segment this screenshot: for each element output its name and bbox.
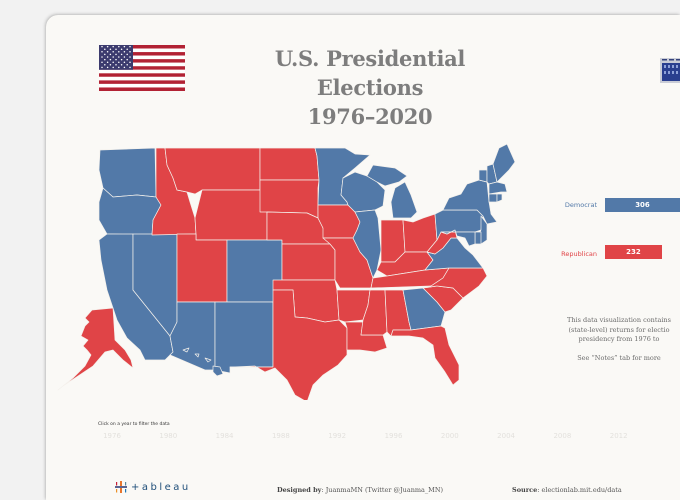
year-2004[interactable]: 2004 <box>497 432 515 440</box>
title-line-2: 1976–2020 <box>307 104 433 129</box>
republican-label: Republican <box>561 250 597 258</box>
year-2008[interactable]: 2008 <box>553 432 572 440</box>
notes-line-1: This data visualization contains <box>567 316 671 324</box>
page-title: U.S. Presidential Elections 1976–2020 <box>220 44 520 131</box>
designed-by-label: Designed by <box>277 486 322 494</box>
year-1988[interactable]: 1988 <box>271 432 290 440</box>
state-wy[interactable] <box>194 189 268 241</box>
year-2012[interactable]: 2012 <box>609 432 628 440</box>
republican-bar[interactable]: 232 <box>605 245 662 259</box>
source-value: : electionlab.mit.edu/data <box>537 486 622 494</box>
state-ak[interactable] <box>57 307 134 391</box>
notes-line-2: (state-level) returns for electio <box>568 325 670 334</box>
state-ri[interactable] <box>496 193 503 203</box>
year-1980[interactable]: 1980 <box>159 432 178 440</box>
state-mi[interactable] <box>366 164 418 219</box>
year-1976[interactable]: 1976 <box>103 432 121 440</box>
tableau-logo[interactable]: +ableau <box>114 480 191 494</box>
democrat-bar[interactable]: 306 <box>605 198 680 212</box>
state-de[interactable] <box>474 231 482 245</box>
state-il[interactable] <box>352 209 382 279</box>
republican-votes: 232 <box>626 248 641 256</box>
state-me[interactable] <box>492 143 515 183</box>
us-flag-icon <box>99 45 185 91</box>
democrat-label: Democrat <box>564 201 597 209</box>
state-vt[interactable] <box>478 169 488 183</box>
state-fl[interactable] <box>390 325 460 386</box>
notes-line-4: See “Notes” tab for more <box>577 353 661 362</box>
state-tx[interactable] <box>229 289 348 400</box>
state-nd[interactable] <box>259 147 320 181</box>
us-election-map[interactable] <box>55 140 515 400</box>
year-1996[interactable]: 1996 <box>384 432 403 440</box>
year-1992[interactable]: 1992 <box>328 432 347 440</box>
notes-text: This data visualization contains (state-… <box>558 316 680 372</box>
state-nm[interactable] <box>214 301 274 374</box>
state-nc[interactable] <box>422 267 488 299</box>
state-wi[interactable] <box>340 171 386 213</box>
tableau-cross-icon <box>115 481 127 493</box>
democrat-votes: 306 <box>635 201 650 209</box>
source[interactable]: Source: electionlab.mit.edu/data <box>512 486 622 494</box>
state-ks[interactable] <box>281 243 336 281</box>
state-ut[interactable] <box>176 233 228 303</box>
source-label: Source <box>512 486 538 494</box>
state-hi[interactable] <box>182 347 224 377</box>
state-md[interactable] <box>440 229 476 247</box>
year-2000[interactable]: 2000 <box>440 432 459 440</box>
designed-by: Designed by: JuanmaMN (Twitter @Juanma_M… <box>277 486 443 494</box>
state-ct[interactable] <box>488 193 498 203</box>
state-mt[interactable] <box>164 147 261 195</box>
tableau-wordmark: +ableau <box>131 481 191 493</box>
state-wa[interactable] <box>98 147 157 198</box>
year-1984[interactable]: 1984 <box>215 432 234 440</box>
state-ma[interactable] <box>488 181 508 195</box>
notes-line-3: presidency from 1976 to <box>578 335 660 343</box>
timeline-hint: Click on a year to filter the data <box>98 422 170 427</box>
title-line-1: U.S. Presidential Elections <box>274 46 466 100</box>
designed-by-value: : JuanmaMN (Twitter @Juanma_MN) <box>321 486 444 494</box>
white-house-icon <box>660 58 680 83</box>
